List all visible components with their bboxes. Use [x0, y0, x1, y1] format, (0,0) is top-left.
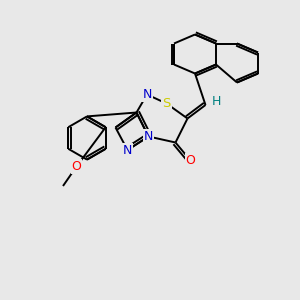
Text: N: N [144, 130, 153, 143]
Text: S: S [162, 97, 171, 110]
Text: H: H [212, 95, 222, 108]
Text: O: O [72, 160, 81, 173]
Text: O: O [186, 154, 195, 167]
Text: N: N [123, 143, 132, 157]
Text: N: N [142, 88, 152, 101]
